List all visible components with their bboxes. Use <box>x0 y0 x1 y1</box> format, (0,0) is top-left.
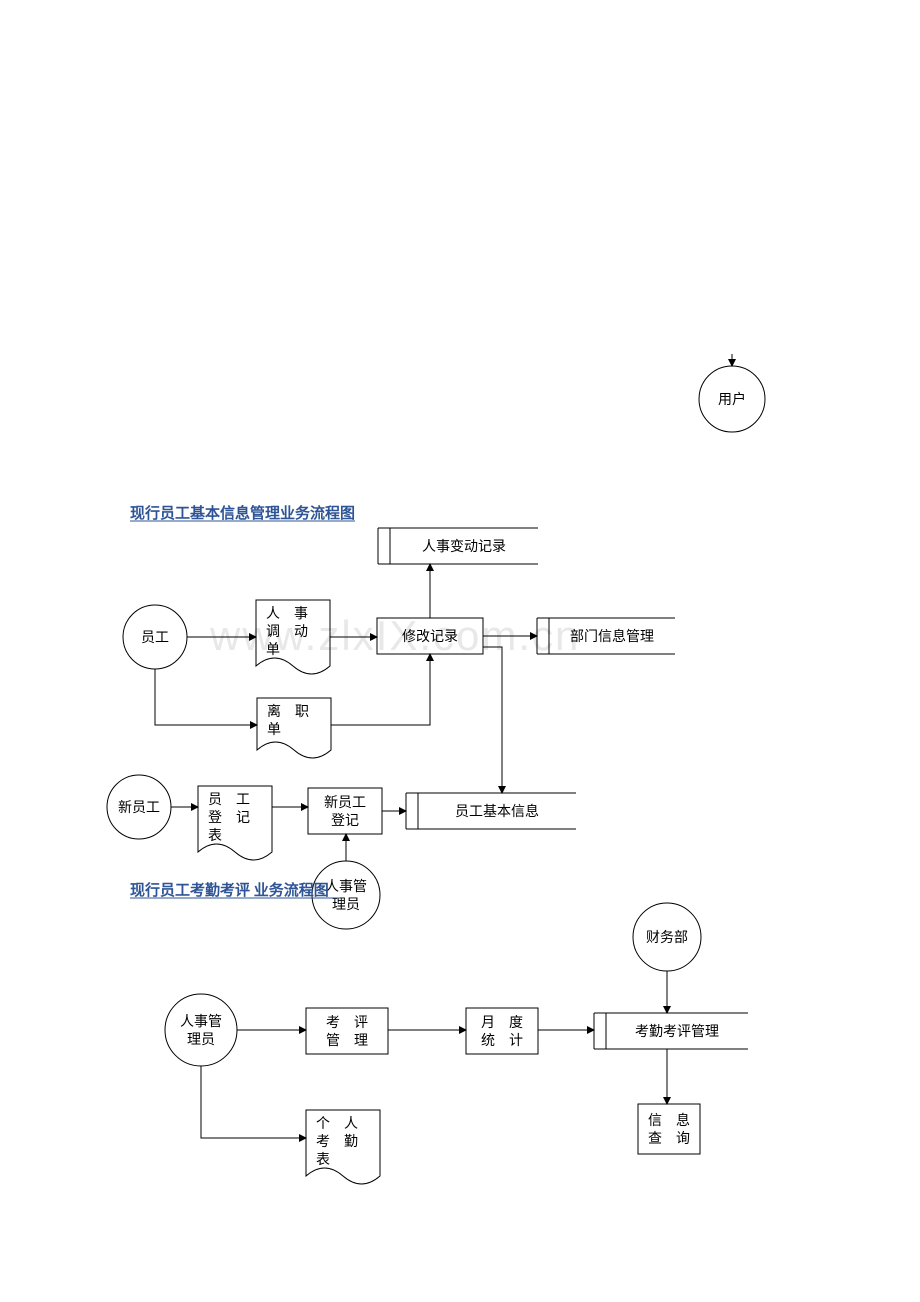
svg-text:登记: 登记 <box>331 813 359 829</box>
svg-text:调 动: 调 动 <box>266 624 308 640</box>
svg-text:财务部: 财务部 <box>646 930 688 946</box>
edge <box>201 1066 306 1138</box>
svg-text:表: 表 <box>208 828 222 844</box>
svg-text:理员: 理员 <box>332 898 360 913</box>
svg-text:人事变动记录: 人事变动记录 <box>422 539 506 555</box>
node-hr_admin2 <box>165 994 237 1066</box>
svg-text:登 记: 登 记 <box>208 810 250 826</box>
svg-text:单: 单 <box>267 722 281 738</box>
svg-text:新员工: 新员工 <box>324 795 366 811</box>
svg-text:员 工: 员 工 <box>208 793 250 808</box>
svg-text:表: 表 <box>316 1152 330 1168</box>
svg-text:人事管: 人事管 <box>325 879 367 895</box>
svg-text:考 勤: 考 勤 <box>316 1134 358 1150</box>
diagram-title: 现行员工考勤考评 业务流程图 <box>130 881 329 899</box>
svg-text:考 评: 考 评 <box>326 1015 368 1031</box>
svg-text:人事管: 人事管 <box>180 1014 222 1030</box>
svg-text:人 事: 人 事 <box>266 606 308 622</box>
svg-text:修改记录: 修改记录 <box>402 629 458 645</box>
svg-text:员工基本信息: 员工基本信息 <box>455 803 539 820</box>
svg-text:个 人: 个 人 <box>316 1116 358 1132</box>
svg-text:信 息: 信 息 <box>648 1112 690 1129</box>
svg-text:管 理: 管 理 <box>326 1033 368 1049</box>
svg-text:查 询: 查 询 <box>648 1131 690 1147</box>
svg-text:月 度: 月 度 <box>481 1015 523 1031</box>
svg-text:离 职: 离 职 <box>267 703 309 720</box>
svg-text:新员工: 新员工 <box>118 800 160 816</box>
svg-text:单: 单 <box>266 642 280 658</box>
svg-text:考勤考评管理: 考勤考评管理 <box>635 1024 719 1040</box>
svg-text:部门信息管理: 部门信息管理 <box>570 628 654 645</box>
diagram-title: 现行员工基本信息管理业务流程图 <box>130 504 355 522</box>
edge <box>331 654 430 725</box>
svg-text:员工: 员工 <box>141 631 169 646</box>
svg-text:统 计: 统 计 <box>481 1033 523 1049</box>
svg-text:用户: 用户 <box>718 391 746 408</box>
edge <box>483 647 502 793</box>
svg-text:理员: 理员 <box>187 1033 215 1048</box>
edge <box>155 669 257 725</box>
